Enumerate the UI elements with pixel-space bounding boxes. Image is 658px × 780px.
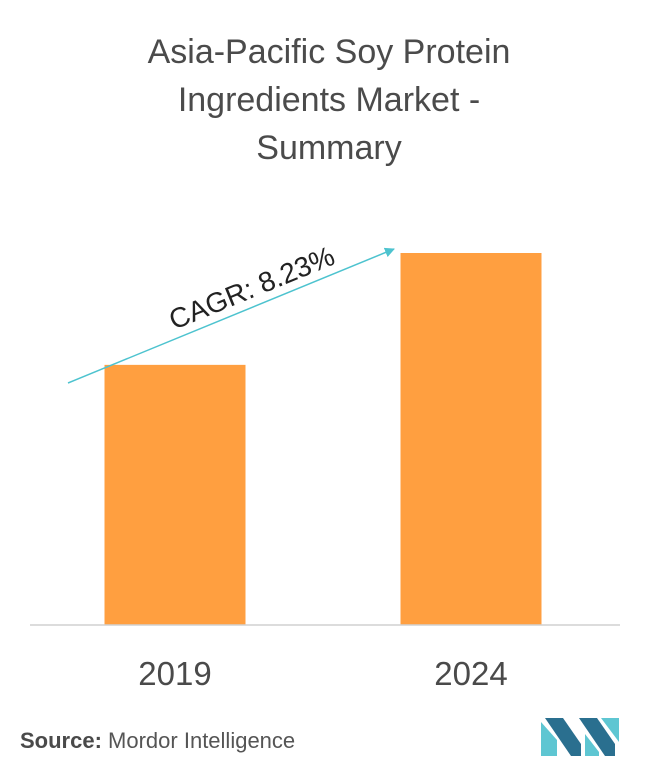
cagr-arrow: [67, 247, 395, 384]
x-tick-label-2024: 2024: [434, 655, 507, 692]
bar-2024: [400, 253, 542, 625]
bars-group: [104, 253, 542, 625]
bar-2019: [104, 364, 246, 625]
cagr-annotation: CAGR: 8.23%: [165, 240, 339, 335]
x-tick-label-2019: 2019: [138, 655, 211, 692]
source-label: Source:: [20, 728, 102, 753]
title-line-1: Asia-Pacific Soy Protein: [147, 33, 511, 71]
source-text: Mordor Intelligence: [108, 728, 296, 753]
title-line-2: Ingredients Market -: [177, 81, 481, 119]
mordor-logo-icon: [541, 718, 619, 756]
chart-title: Asia-Pacific Soy Protein Ingredients Mar…: [0, 28, 658, 172]
x-tick-labels: 2019 2024: [138, 655, 507, 692]
title-line-3: Summary: [256, 129, 402, 167]
source-note: Source: Mordor Intelligence: [20, 728, 295, 754]
bar-chart: 2019 2024 CAGR: 8.23%: [30, 240, 620, 692]
